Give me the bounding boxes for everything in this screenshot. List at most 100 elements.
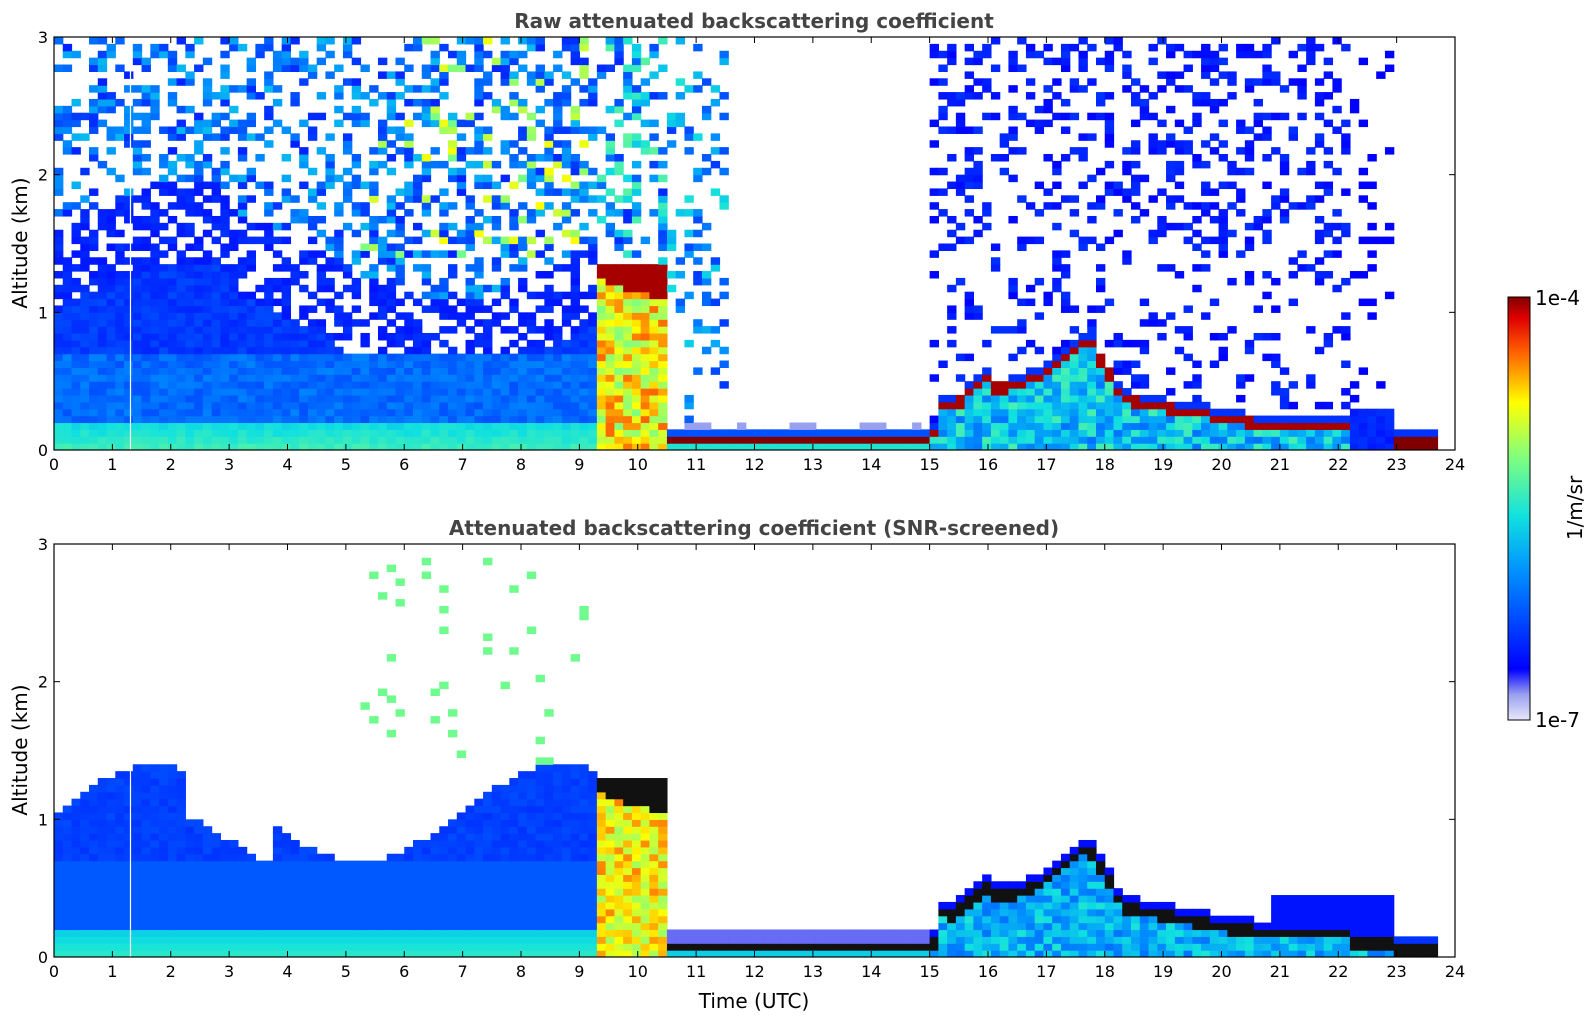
heatmap-cell [395,126,405,134]
heatmap-cell [334,388,344,396]
heatmap-cell [97,353,108,362]
heatmap-cell [544,202,554,210]
heatmap-cell [264,105,274,114]
heatmap-cell [588,381,598,389]
heatmap-cell [474,929,484,937]
y-tick-label: 2 [38,166,48,185]
heatmap-cell [1288,133,1298,141]
heatmap-cell [605,819,615,827]
heatmap-cell [1104,64,1115,73]
heatmap-cell [325,154,335,162]
heatmap-cell [1095,92,1106,100]
heatmap-cell [448,112,458,121]
heatmap-cell [351,85,362,93]
heatmap-cell [1139,436,1150,444]
heatmap-cell [990,112,1001,121]
heatmap-cell [54,243,64,251]
heatmap-cell [141,950,151,957]
heatmap-cell [1341,388,1351,396]
heatmap-cell [404,195,414,203]
heatmap-cell [1183,305,1193,313]
heatmap-cell [955,236,966,245]
heatmap-cell [456,381,467,389]
heatmap-cell [631,436,642,444]
heatmap-cell [448,174,458,183]
heatmap-cell [1025,119,1036,128]
heatmap-cell [1087,112,1097,121]
heatmap-cell [229,860,239,931]
heatmap-cell [395,943,405,951]
heatmap-cell [500,346,510,355]
heatmap-cell [369,401,379,410]
heatmap-cell [211,401,221,410]
heatmap-cell [255,436,265,444]
heatmap-cell [272,298,283,307]
heatmap-raw [54,37,1439,450]
heatmap-cell [176,264,186,272]
heatmap-cell [255,381,265,389]
heatmap-cell [938,429,948,437]
heatmap-cell [351,381,362,389]
heatmap-cell [80,209,90,217]
heatmap-cell [973,381,983,389]
heatmap-cell [561,367,572,375]
heatmap-cell [264,229,274,238]
heatmap-cell [316,37,327,45]
heatmap-cell [264,126,274,134]
heatmap-cell [561,936,572,944]
heatmap-cell [605,291,615,300]
heatmap-cell [351,429,362,437]
heatmap-cell [377,415,388,424]
heatmap-cell [71,147,81,155]
heatmap-cell [124,195,134,203]
heatmap-cell [605,943,615,951]
heatmap-cell [448,305,458,313]
heatmap-cell [264,71,274,79]
heatmap-cell [1025,408,1036,417]
heatmap-cell [421,950,432,957]
heatmap-cell [1297,415,1307,424]
heatmap-cell [1043,57,1053,66]
heatmap-cell [973,215,983,224]
heatmap-cell [150,388,160,396]
heatmap-cell [509,408,519,417]
heatmap-cell [246,401,256,410]
heatmap-cell [1122,436,1132,444]
heatmap-cell [491,181,502,190]
heatmap-cell [526,236,537,245]
heatmap-cell [185,257,195,265]
heatmap-cell [623,339,633,348]
heatmap-cell [710,188,721,196]
heatmap-cell [509,784,519,793]
x-tick-label: 20 [1211,455,1231,474]
heatmap-cell [334,236,344,245]
heatmap-cell [973,436,983,444]
heatmap-cell [561,37,572,45]
heatmap-cell [474,826,484,834]
heatmap-cell [693,43,703,52]
heatmap-cell [167,401,178,410]
heatmap-cell [1297,85,1307,93]
heatmap-cell [605,326,615,334]
heatmap-cell [1262,64,1272,73]
heatmap-cell [1332,78,1342,93]
heatmap-cell [526,250,537,258]
heatmap-cell [640,846,651,855]
heatmap-cell [71,408,81,417]
heatmap-cell [1034,105,1045,114]
heatmap-cell [596,277,607,286]
heatmap-cell [1157,85,1167,93]
heatmap-cell [509,950,519,957]
heatmap-cell [141,798,151,807]
heatmap-cell [1131,119,1141,128]
heatmap-cell [561,209,572,217]
heatmap-cell [1122,167,1132,176]
heatmap-cell [623,929,633,937]
heatmap-cell [570,291,580,300]
heatmap-cell [518,374,528,382]
heatmap-cell [605,388,615,396]
heatmap-cell [1253,422,1263,430]
heatmap-cell [54,367,64,375]
heatmap-cell [246,381,256,389]
heatmap-cell [544,284,554,293]
